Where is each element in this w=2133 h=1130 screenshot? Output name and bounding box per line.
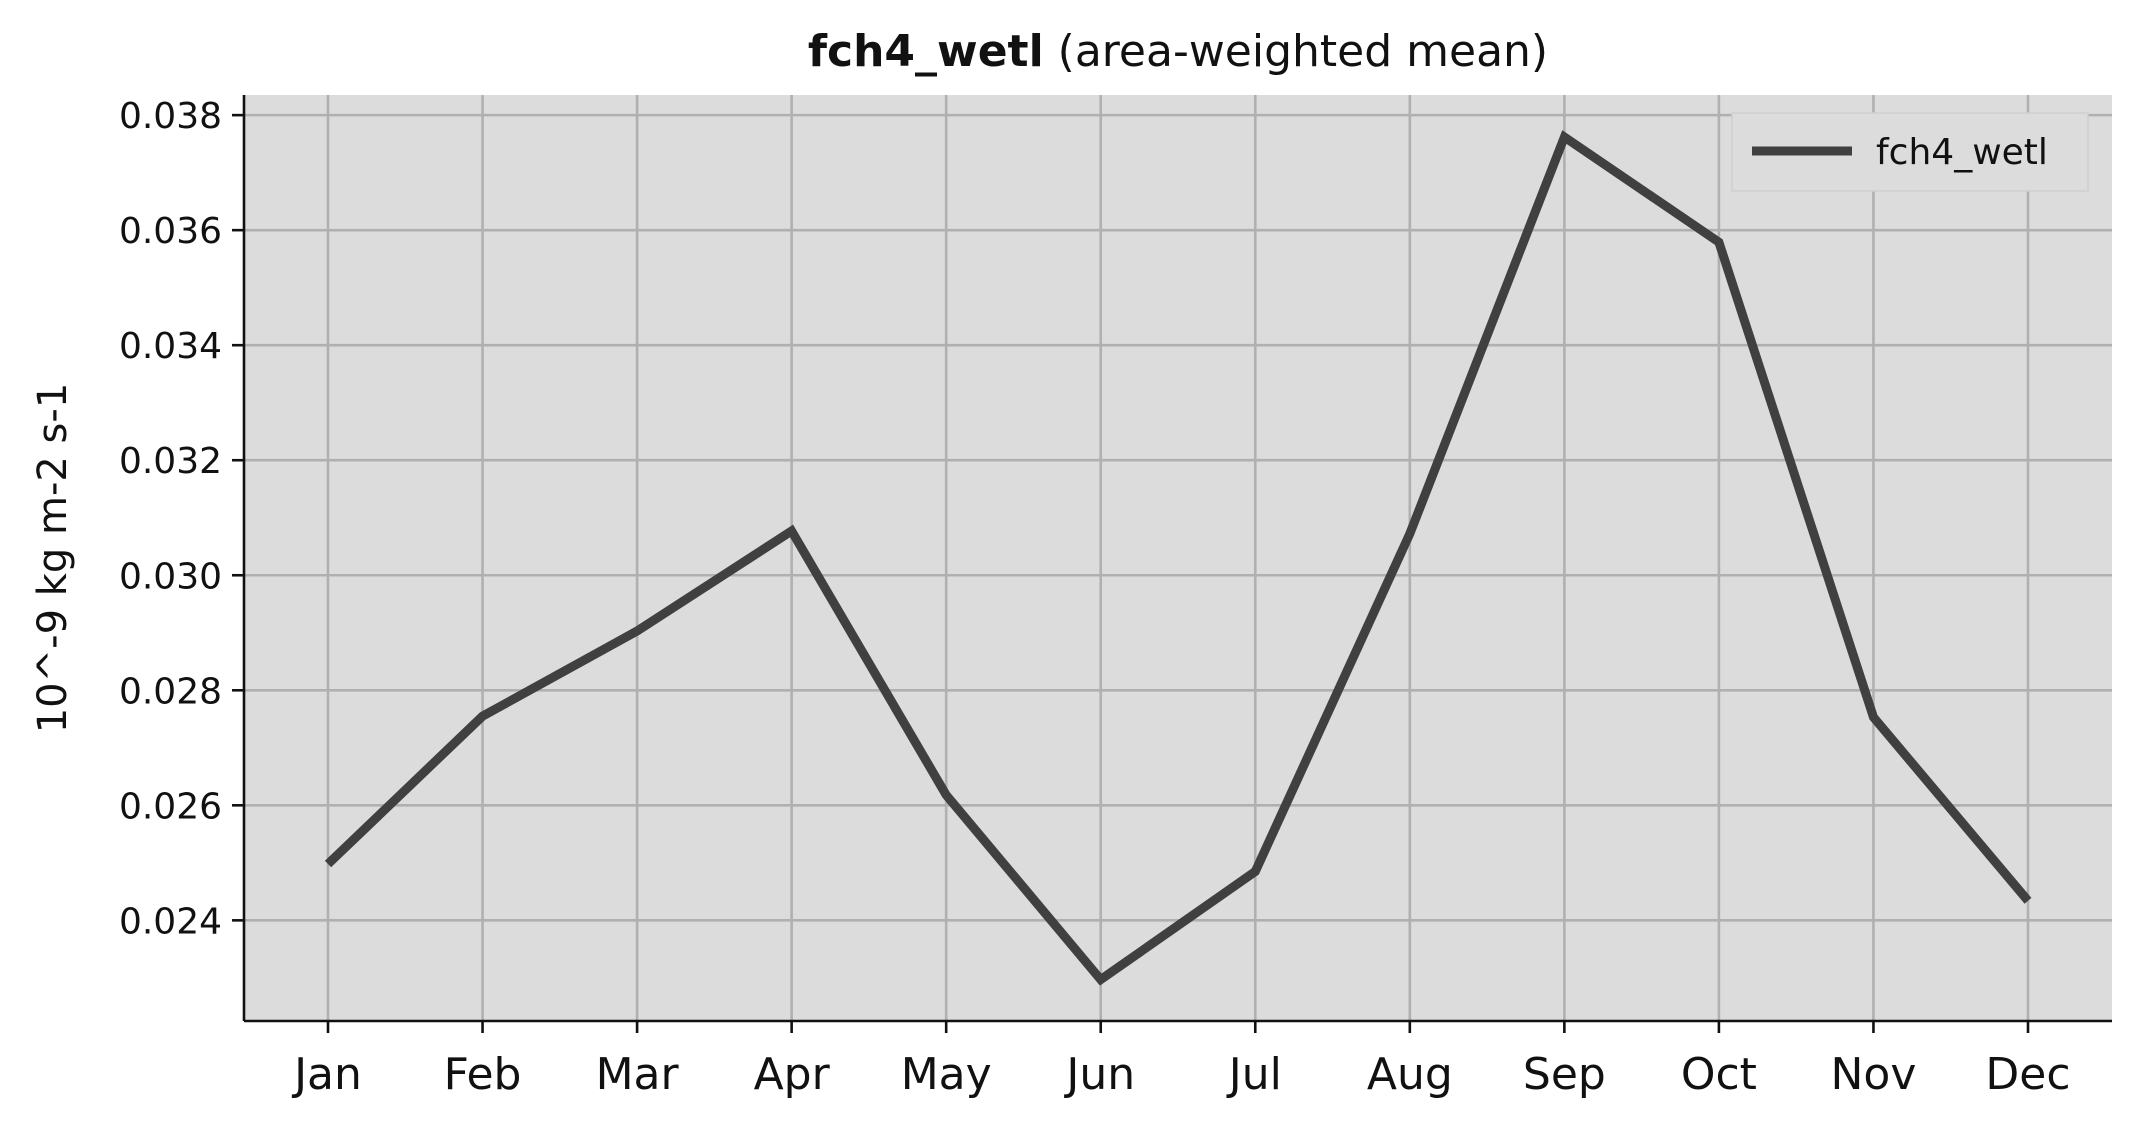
x-tick-label: Dec (1985, 1049, 2070, 1100)
x-tick-label: Aug (1367, 1049, 1453, 1100)
x-axis-ticks: Jan Feb Mar Apr May Jun Jul Aug Sep Oct Nov Dec (291, 1021, 2070, 1100)
legend: fch4_wetl (1732, 113, 2088, 191)
x-tick-label: Jul (1226, 1049, 1282, 1100)
x-tick-label: Apr (754, 1049, 831, 1100)
y-axis-label: 10^-9 kg m-2 s-1 (30, 383, 76, 734)
x-tick-label: Nov (1831, 1049, 1917, 1100)
chart-title-main: fch4_wetl (808, 26, 1044, 77)
y-axis-ticks: 0.024 0.026 0.028 0.030 0.032 0.034 0.036 0.038 (119, 96, 244, 942)
legend-label: fch4_wetl (1876, 132, 2048, 173)
plot-area (244, 95, 2112, 1021)
chart-title: fch4_wetl (area-weighted mean) (808, 26, 1548, 77)
x-tick-label: Mar (596, 1049, 680, 1100)
y-tick-label: 0.036 (119, 211, 222, 252)
chart-title-gap (1044, 26, 1058, 77)
y-tick-label: 0.030 (119, 556, 222, 597)
y-tick-label: 0.028 (119, 671, 222, 712)
x-tick-label: Feb (444, 1049, 522, 1100)
x-tick-label: Jan (291, 1049, 362, 1100)
x-tick-label: Jun (1063, 1049, 1135, 1100)
x-tick-label: Oct (1681, 1049, 1757, 1100)
chart-subtitle: (area-weighted mean) (1058, 26, 1548, 77)
x-tick-label: May (901, 1049, 992, 1100)
y-tick-label: 0.034 (119, 326, 222, 367)
y-tick-label: 0.038 (119, 96, 222, 137)
y-tick-label: 0.024 (119, 901, 222, 942)
y-tick-label: 0.026 (119, 786, 222, 827)
x-tick-label: Sep (1523, 1049, 1606, 1100)
y-tick-label: 0.032 (119, 441, 222, 482)
